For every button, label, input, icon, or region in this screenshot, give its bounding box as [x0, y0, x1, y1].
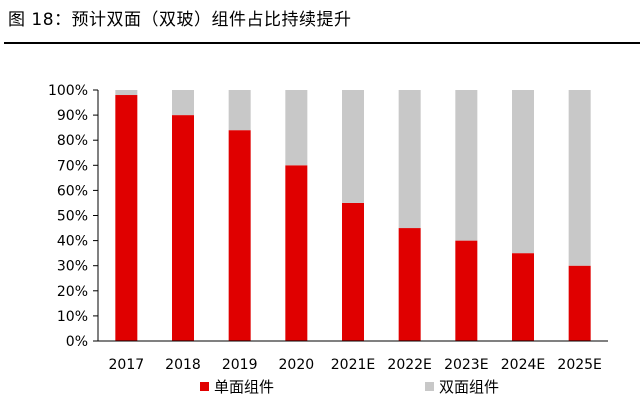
y-tick-label: 30%	[57, 259, 88, 275]
legend-label: 单面组件	[214, 378, 274, 396]
bar-single-sided-2017	[115, 95, 138, 342]
y-tick-label: 40%	[57, 234, 88, 250]
x-tick-label: 2017	[109, 357, 145, 373]
title-rule	[4, 42, 640, 44]
bar-bifacial-2018	[172, 90, 194, 116]
y-tick-label: 10%	[57, 309, 88, 325]
bar-single-sided-2020	[285, 165, 308, 341]
bar-bifacial-2024E	[512, 90, 534, 254]
bar-single-sided-2022E	[398, 228, 421, 341]
bar-bifacial-2020	[285, 90, 308, 166]
x-tick-label: 2020	[279, 357, 315, 373]
legend: 单面组件 双面组件	[200, 378, 499, 396]
y-tick-label: 100%	[48, 83, 88, 99]
bar-single-sided-2024E	[512, 253, 534, 341]
y-tick-label: 60%	[57, 183, 88, 199]
x-tick-label: 2021E	[331, 357, 375, 373]
x-tick-label: 2019	[222, 357, 258, 373]
figure-title: 图 18：预计双面（双玻）组件占比持续提升	[8, 10, 352, 30]
y-axis: 0% 10% 20% 30% 40% 50% 60% 70% 80% 90% 100%	[48, 83, 99, 350]
bar-bifacial-2022E	[398, 90, 421, 229]
y-tick-label: 80%	[57, 133, 88, 149]
bar-single-sided-2025E	[568, 265, 591, 341]
bar-bifacial-2025E	[568, 90, 591, 266]
bar-single-sided-2023E	[455, 240, 478, 341]
y-tick-label: 90%	[57, 108, 88, 124]
x-tick-label: 2024E	[501, 357, 545, 373]
bar-bifacial-2023E	[455, 90, 478, 241]
bar-bifacial-2019	[228, 90, 251, 131]
y-tick-label: 20%	[57, 284, 88, 300]
bar-single-sided-2019	[228, 130, 251, 341]
bar-bifacial-2021E	[342, 90, 364, 203]
x-tick-label: 2018	[165, 357, 201, 373]
y-tick-label: 50%	[57, 209, 88, 225]
x-tick-label: 2025E	[557, 357, 601, 373]
bar-single-sided-2021E	[342, 202, 364, 341]
x-tick-label: 2023E	[444, 357, 488, 373]
y-tick-label: 70%	[57, 158, 88, 174]
bars	[115, 90, 591, 342]
legend-label: 双面组件	[439, 378, 499, 396]
y-tick-label: 0%	[66, 334, 88, 350]
x-tick-label: 2022E	[387, 357, 431, 373]
x-axis: 2017 2018 2019 2020 2021E 2022E 2023E 2024E 2025…	[98, 340, 608, 373]
legend-swatch	[425, 382, 434, 391]
legend-swatch	[200, 382, 209, 391]
bar-bifacial-2017	[115, 90, 138, 96]
bar-single-sided-2018	[172, 115, 194, 341]
